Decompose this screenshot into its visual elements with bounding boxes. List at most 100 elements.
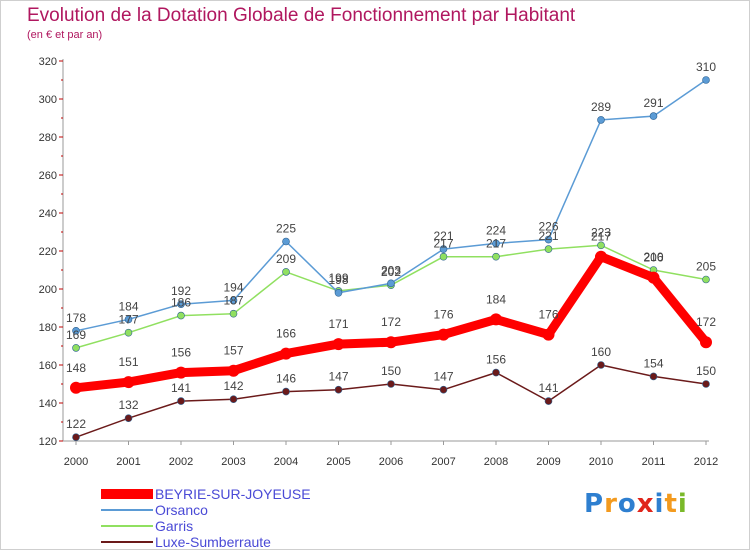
data-point-orsanco [334,288,343,297]
data-point-luxe-sumberraute [649,372,658,381]
data-label-luxe-sumberraute: 150 [696,364,716,378]
data-label-garris: 210 [643,250,663,264]
data-label-beyrie-sur-joyeuse: 151 [118,355,138,369]
data-point-luxe-sumberraute [544,397,553,405]
data-point-orsanco [544,235,553,244]
data-label-beyrie-sur-joyeuse: 157 [223,344,243,358]
y-tick-label: 200 [39,284,57,296]
y-tick-label: 260 [39,170,57,182]
data-label-luxe-sumberraute: 147 [328,370,348,384]
data-label-garris: 187 [223,294,243,308]
data-label-orsanco: 225 [276,222,296,236]
x-tick-label: 2007 [431,456,455,468]
y-tick-label: 280 [39,132,57,144]
data-label-beyrie-sur-joyeuse: 176 [538,308,558,322]
chart-title: Evolution de la Dotation Globale de Fonc… [27,5,576,26]
data-point-luxe-sumberraute [124,414,133,423]
x-tick-label: 2001 [116,456,140,468]
data-point-orsanco [177,300,185,309]
data-label-orsanco: 184 [118,299,138,313]
data-point-garris [597,241,605,250]
chart-subtitle: (en € et par an) [27,29,103,41]
data-label-beyrie-sur-joyeuse: 217 [591,230,611,244]
data-point-beyrie-sur-joyeuse [280,347,292,360]
x-tick-label: 2011 [642,456,666,468]
data-label-beyrie-sur-joyeuse: 172 [696,315,716,329]
data-label-orsanco: 221 [433,229,453,243]
data-label-luxe-sumberraute: 122 [66,417,86,431]
data-label-orsanco: 203 [381,263,401,277]
data-point-beyrie-sur-joyeuse [332,338,345,351]
x-tick-label: 2003 [221,456,245,468]
data-point-luxe-sumberraute [492,368,500,377]
data-point-beyrie-sur-joyeuse [542,328,555,341]
data-point-beyrie-sur-joyeuse [227,364,240,377]
data-label-orsanco: 178 [66,311,86,325]
x-tick-label: 2010 [589,456,613,468]
proxiti-logo: Proxiti [584,489,688,519]
y-tick-label: 240 [39,208,57,220]
legend-swatch [101,525,153,527]
data-point-beyrie-sur-joyeuse [490,313,502,326]
data-label-garris: 205 [696,260,716,274]
data-label-garris: 186 [171,296,191,310]
data-point-orsanco [282,237,290,246]
data-point-orsanco [649,112,658,120]
data-label-luxe-sumberraute: 156 [486,353,506,367]
legend-swatch [101,509,153,511]
y-tick-label: 160 [39,360,57,372]
data-label-luxe-sumberraute: 154 [643,356,663,370]
data-label-orsanco: 226 [538,220,558,234]
data-point-garris [439,252,448,261]
y-tick-label: 120 [39,436,57,448]
data-point-orsanco [387,279,395,288]
data-label-orsanco: 291 [643,96,663,110]
data-point-orsanco [702,76,710,84]
data-point-beyrie-sur-joyeuse [385,336,397,349]
data-point-orsanco [597,116,605,124]
y-tick-label: 220 [39,246,57,258]
data-label-beyrie-sur-joyeuse: 166 [276,327,296,341]
data-point-luxe-sumberraute [177,397,185,405]
data-label-garris: 199 [328,271,348,285]
y-tick-label: 300 [39,94,57,106]
data-point-luxe-sumberraute [702,380,710,388]
data-point-garris [72,344,80,352]
data-label-garris: 221 [538,229,558,243]
data-label-orsanco: 194 [223,280,243,294]
data-label-beyrie-sur-joyeuse: 171 [328,317,348,331]
data-point-beyrie-sur-joyeuse [437,328,450,341]
data-point-beyrie-sur-joyeuse [595,250,607,263]
data-point-garris [492,252,500,261]
data-point-garris [229,309,238,318]
data-label-garris: 209 [276,252,296,266]
data-point-beyrie-sur-joyeuse [647,271,660,284]
legend-label: Luxe-Sumberraute [155,534,271,550]
data-point-luxe-sumberraute [229,395,238,404]
x-tick-label: 2004 [274,456,298,468]
data-point-orsanco [72,326,80,335]
x-tick-label: 2012 [694,456,718,468]
legend-swatch [101,541,153,543]
legend-label: Garris [155,518,194,534]
data-label-luxe-sumberraute: 142 [223,379,243,393]
data-point-beyrie-sur-joyeuse [70,381,82,394]
x-tick-label: 2005 [326,456,350,468]
data-label-luxe-sumberraute: 147 [433,370,453,384]
data-point-orsanco [439,245,448,253]
data-label-orsanco: 192 [171,284,191,298]
x-tick-label: 2008 [484,456,508,468]
data-point-luxe-sumberraute [439,385,448,394]
data-label-garris: 217 [486,237,506,251]
data-label-luxe-sumberraute: 141 [538,381,558,395]
data-point-beyrie-sur-joyeuse [700,336,712,349]
y-tick-label: 180 [39,322,57,334]
data-label-orsanco: 289 [591,100,611,114]
data-point-beyrie-sur-joyeuse [175,366,187,379]
data-label-beyrie-sur-joyeuse: 156 [171,346,191,360]
y-tick-label: 320 [39,56,57,68]
data-label-garris: 177 [118,313,138,327]
data-point-garris [544,245,553,253]
